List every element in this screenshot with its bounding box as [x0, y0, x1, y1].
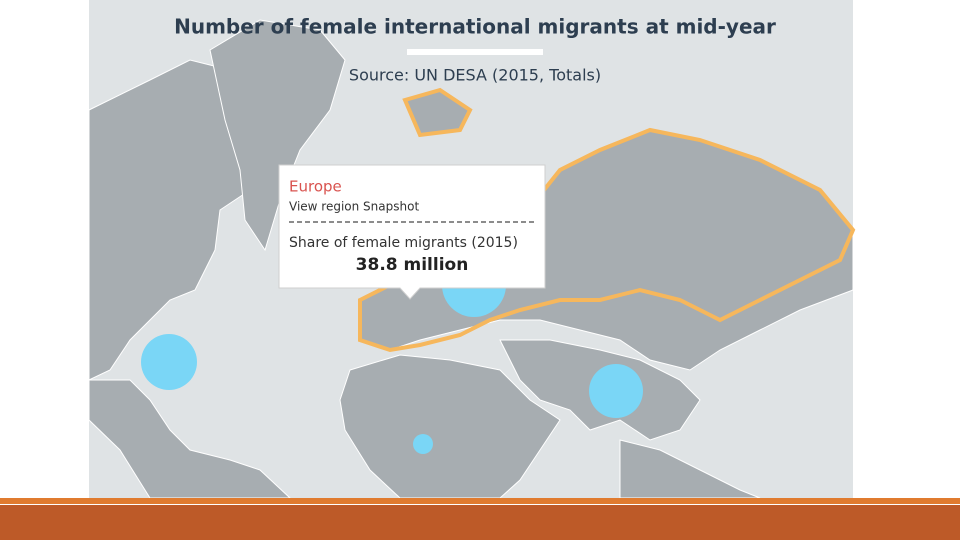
bubble[interactable]	[589, 364, 643, 418]
footer-bar	[0, 505, 960, 540]
tooltip-region: Europe	[289, 178, 342, 196]
tooltip-value: 38.8 million	[356, 255, 469, 275]
tooltip-box	[278, 164, 546, 300]
map-source: Source: UN DESA (2015, Totals)	[349, 66, 601, 85]
africa	[339, 354, 561, 499]
tooltip-metric: Share of female migrants (2015)	[289, 235, 518, 251]
bubble[interactable]	[141, 334, 197, 390]
europe-outline-islands	[402, 87, 473, 138]
bubble[interactable]	[413, 434, 433, 454]
title-underline	[407, 49, 543, 55]
tooltip-link[interactable]: View region Snapshot	[289, 200, 419, 214]
central-america	[88, 379, 292, 499]
footer-stripe	[0, 498, 960, 504]
tooltip: Europe View region Snapshot Share of fem…	[278, 164, 546, 300]
map-title: Number of female international migrants …	[174, 15, 776, 39]
